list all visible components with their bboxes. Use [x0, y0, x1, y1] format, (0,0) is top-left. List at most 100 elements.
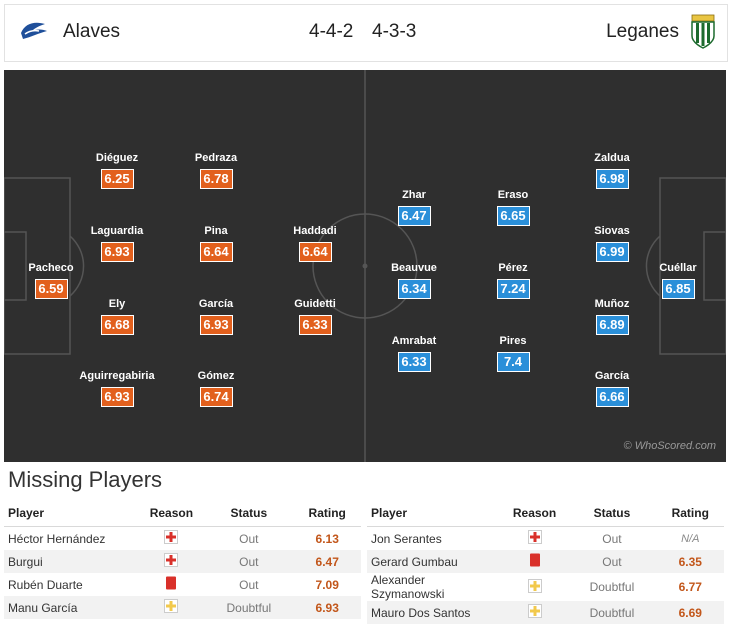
player-rating: 6.65	[496, 206, 530, 226]
player-rating: 6.66	[595, 387, 629, 407]
away-player-garcia[interactable]: García 6.66	[572, 369, 652, 407]
player-rating: 6.47	[397, 206, 431, 226]
missing-player-name[interactable]: Jon Serantes	[371, 531, 442, 546]
player-rating: 6.33	[298, 315, 332, 335]
missing-rating: 6.93	[293, 596, 361, 619]
col-player[interactable]: Player	[4, 500, 139, 527]
player-name: Amrabat	[391, 335, 437, 347]
injury-icon	[164, 553, 179, 570]
home-player-pedraza[interactable]: Pedraza 6.78	[176, 151, 256, 189]
home-player-aguirregabiria[interactable]: Aguirregabiria 6.93	[77, 369, 157, 407]
home-player-gomez[interactable]: Gómez 6.74	[176, 369, 256, 407]
away-player-munoz[interactable]: Muñoz 6.89	[572, 297, 652, 335]
player-name: Pires	[499, 335, 527, 347]
player-name: Aguirregabiria	[79, 370, 155, 382]
col-reason[interactable]: Reason	[138, 500, 205, 527]
home-player-dieguez[interactable]: Diéguez 6.25	[77, 151, 157, 189]
home-formation: 4-4-2	[309, 21, 354, 42]
missing-rating: 6.13	[315, 531, 339, 546]
injury-icon	[164, 530, 179, 547]
player-name: Muñoz	[594, 298, 630, 310]
away-player-amrabat[interactable]: Amrabat 6.33	[374, 334, 454, 372]
missing-status: Out	[567, 550, 657, 573]
missing-rating: 6.69	[656, 601, 724, 624]
missing-player-name[interactable]: Héctor Hernández	[8, 531, 106, 546]
missing-player-name[interactable]: Manu García	[4, 596, 139, 619]
leganes-crest-icon	[689, 14, 717, 55]
col-reason[interactable]: Reason	[501, 500, 568, 527]
col-status[interactable]: Status	[204, 500, 294, 527]
player-name: Siovas	[594, 225, 630, 237]
player-rating: 6.74	[199, 387, 233, 407]
away-missing-table: Player Reason Status Rating Jon Serantes…	[367, 500, 724, 624]
away-team-name[interactable]: Leganes	[606, 21, 679, 42]
missing-status: Doubtful	[567, 601, 657, 624]
player-name: García	[198, 298, 234, 310]
pitch-lines	[4, 70, 726, 462]
player-name: Eraso	[497, 189, 529, 201]
player-rating: 6.98	[595, 169, 629, 189]
away-player-beauvue[interactable]: Beauvue 6.34	[374, 261, 454, 299]
table-row: Rubén Duarte Out 7.09	[4, 573, 361, 596]
player-rating: 6.34	[397, 279, 431, 299]
missing-status: Doubtful	[589, 580, 635, 594]
table-row: Burgui Out 6.47	[4, 550, 361, 573]
player-rating: 6.85	[661, 279, 695, 299]
player-rating: 7.4	[496, 352, 530, 372]
missing-player-name[interactable]: Gerard Gumbau	[367, 550, 502, 573]
home-player-garcia[interactable]: García 6.93	[176, 297, 256, 335]
away-player-perez[interactable]: Pérez 7.24	[473, 261, 553, 299]
home-player-pina[interactable]: Pina 6.64	[176, 224, 256, 262]
away-player-pires[interactable]: Pires 7.4	[473, 334, 553, 372]
missing-player-name[interactable]: Burgui	[4, 550, 139, 573]
missing-player-name[interactable]: Alexander Szymanowski	[371, 573, 445, 601]
doubtful-icon	[527, 604, 542, 621]
away-player-zhar[interactable]: Zhar 6.47	[374, 188, 454, 226]
player-rating: 6.59	[34, 279, 68, 299]
col-status[interactable]: Status	[567, 500, 657, 527]
home-player-pacheco[interactable]: Pacheco 6.59	[11, 261, 91, 299]
table-row: Manu García Doubtful 6.93	[4, 596, 361, 619]
player-name: Beauvue	[391, 262, 437, 274]
table-row: Héctor Hernández Out 6.13	[4, 527, 361, 551]
player-rating: 6.68	[100, 315, 134, 335]
missing-rating: 6.77	[678, 580, 702, 594]
player-name: Pérez	[498, 262, 528, 274]
table-row: Gerard Gumbau Out 6.35	[367, 550, 724, 573]
home-missing-table: Player Reason Status Rating Héctor Herná…	[4, 500, 361, 619]
player-rating: 6.99	[595, 242, 629, 262]
home-player-haddadi[interactable]: Haddadi 6.64	[275, 224, 355, 262]
away-player-zaldua[interactable]: Zaldua 6.98	[572, 151, 652, 189]
player-name: García	[594, 370, 630, 382]
player-rating: 6.64	[199, 242, 233, 262]
col-rating[interactable]: Rating	[293, 500, 361, 527]
missing-rating: 6.35	[656, 550, 724, 573]
missing-player-name[interactable]: Mauro Dos Santos	[367, 601, 502, 624]
col-rating[interactable]: Rating	[656, 500, 724, 527]
player-name: Diéguez	[95, 152, 139, 164]
away-player-eraso[interactable]: Eraso 6.65	[473, 188, 553, 226]
home-player-ely[interactable]: Ely 6.68	[77, 297, 157, 335]
home-player-laguardia[interactable]: Laguardia 6.93	[77, 224, 157, 262]
player-rating: 6.93	[199, 315, 233, 335]
away-player-cuellar[interactable]: Cuéllar 6.85	[638, 261, 718, 299]
home-team-name[interactable]: Alaves	[63, 21, 121, 42]
pitch: Pacheco 6.59 Diéguez 6.25 Laguardia 6.93…	[4, 70, 726, 462]
player-name: Ely	[108, 298, 126, 310]
away-player-siovas[interactable]: Siovas 6.99	[572, 224, 652, 262]
player-name: Laguardia	[90, 225, 144, 237]
home-player-guidetti[interactable]: Guidetti 6.33	[275, 297, 355, 335]
player-rating: 6.93	[100, 387, 134, 407]
missing-status: Out	[239, 531, 259, 546]
table-row: Alexander Szymanowski Doubtful 6.77	[367, 573, 724, 601]
missing-players-title: Missing Players	[8, 467, 163, 492]
missing-status: Out	[204, 550, 294, 573]
col-player[interactable]: Player	[367, 500, 502, 527]
whoscored-watermark: © WhoScored.com	[623, 440, 716, 452]
missing-player-name[interactable]: Rubén Duarte	[8, 577, 83, 592]
red-card-icon	[165, 576, 177, 593]
missing-rating: 7.09	[315, 577, 339, 592]
table-row: Jon Serantes Out N/A	[367, 527, 724, 551]
red-card-icon	[529, 553, 541, 570]
missing-status: Doubtful	[204, 596, 294, 619]
